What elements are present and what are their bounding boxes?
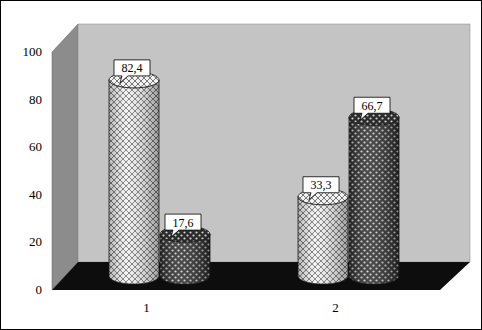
cylinder-shade bbox=[298, 197, 348, 284]
cylinder-shade bbox=[349, 117, 399, 284]
y-tick-label: 100 bbox=[23, 44, 43, 59]
y-tick-label: 20 bbox=[29, 234, 42, 249]
label-box bbox=[165, 214, 201, 237]
cylinder bbox=[109, 80, 159, 284]
data-label: 33,3 bbox=[311, 178, 332, 192]
frame bbox=[1, 1, 482, 330]
bars bbox=[109, 72, 399, 284]
cylinder-shade bbox=[109, 80, 159, 284]
data-label: 17,6 bbox=[173, 216, 194, 230]
label-box bbox=[114, 60, 150, 83]
y-tick-label: 0 bbox=[36, 282, 43, 297]
data-label: 82,4 bbox=[122, 61, 143, 75]
y-tick-label: 80 bbox=[29, 92, 42, 107]
left-wall bbox=[52, 24, 78, 290]
y-tick-label: 40 bbox=[29, 187, 42, 202]
x-tick-label: 2 bbox=[332, 300, 339, 315]
chart: 0 20 40 60 80 100 1 2 82,4 33,3 17,6 66,7 bbox=[0, 0, 482, 330]
cylinder bbox=[298, 197, 348, 284]
cylinder bbox=[349, 117, 399, 284]
data-labels: 82,4 33,3 17,6 66,7 bbox=[114, 60, 390, 237]
label-box bbox=[303, 177, 339, 200]
x-tick-label: 1 bbox=[143, 300, 150, 315]
y-tick-label: 60 bbox=[29, 139, 42, 154]
data-label: 66,7 bbox=[362, 99, 383, 113]
label-box bbox=[354, 97, 390, 120]
